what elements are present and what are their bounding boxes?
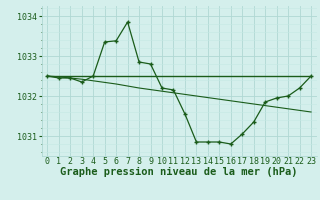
- X-axis label: Graphe pression niveau de la mer (hPa): Graphe pression niveau de la mer (hPa): [60, 167, 298, 177]
